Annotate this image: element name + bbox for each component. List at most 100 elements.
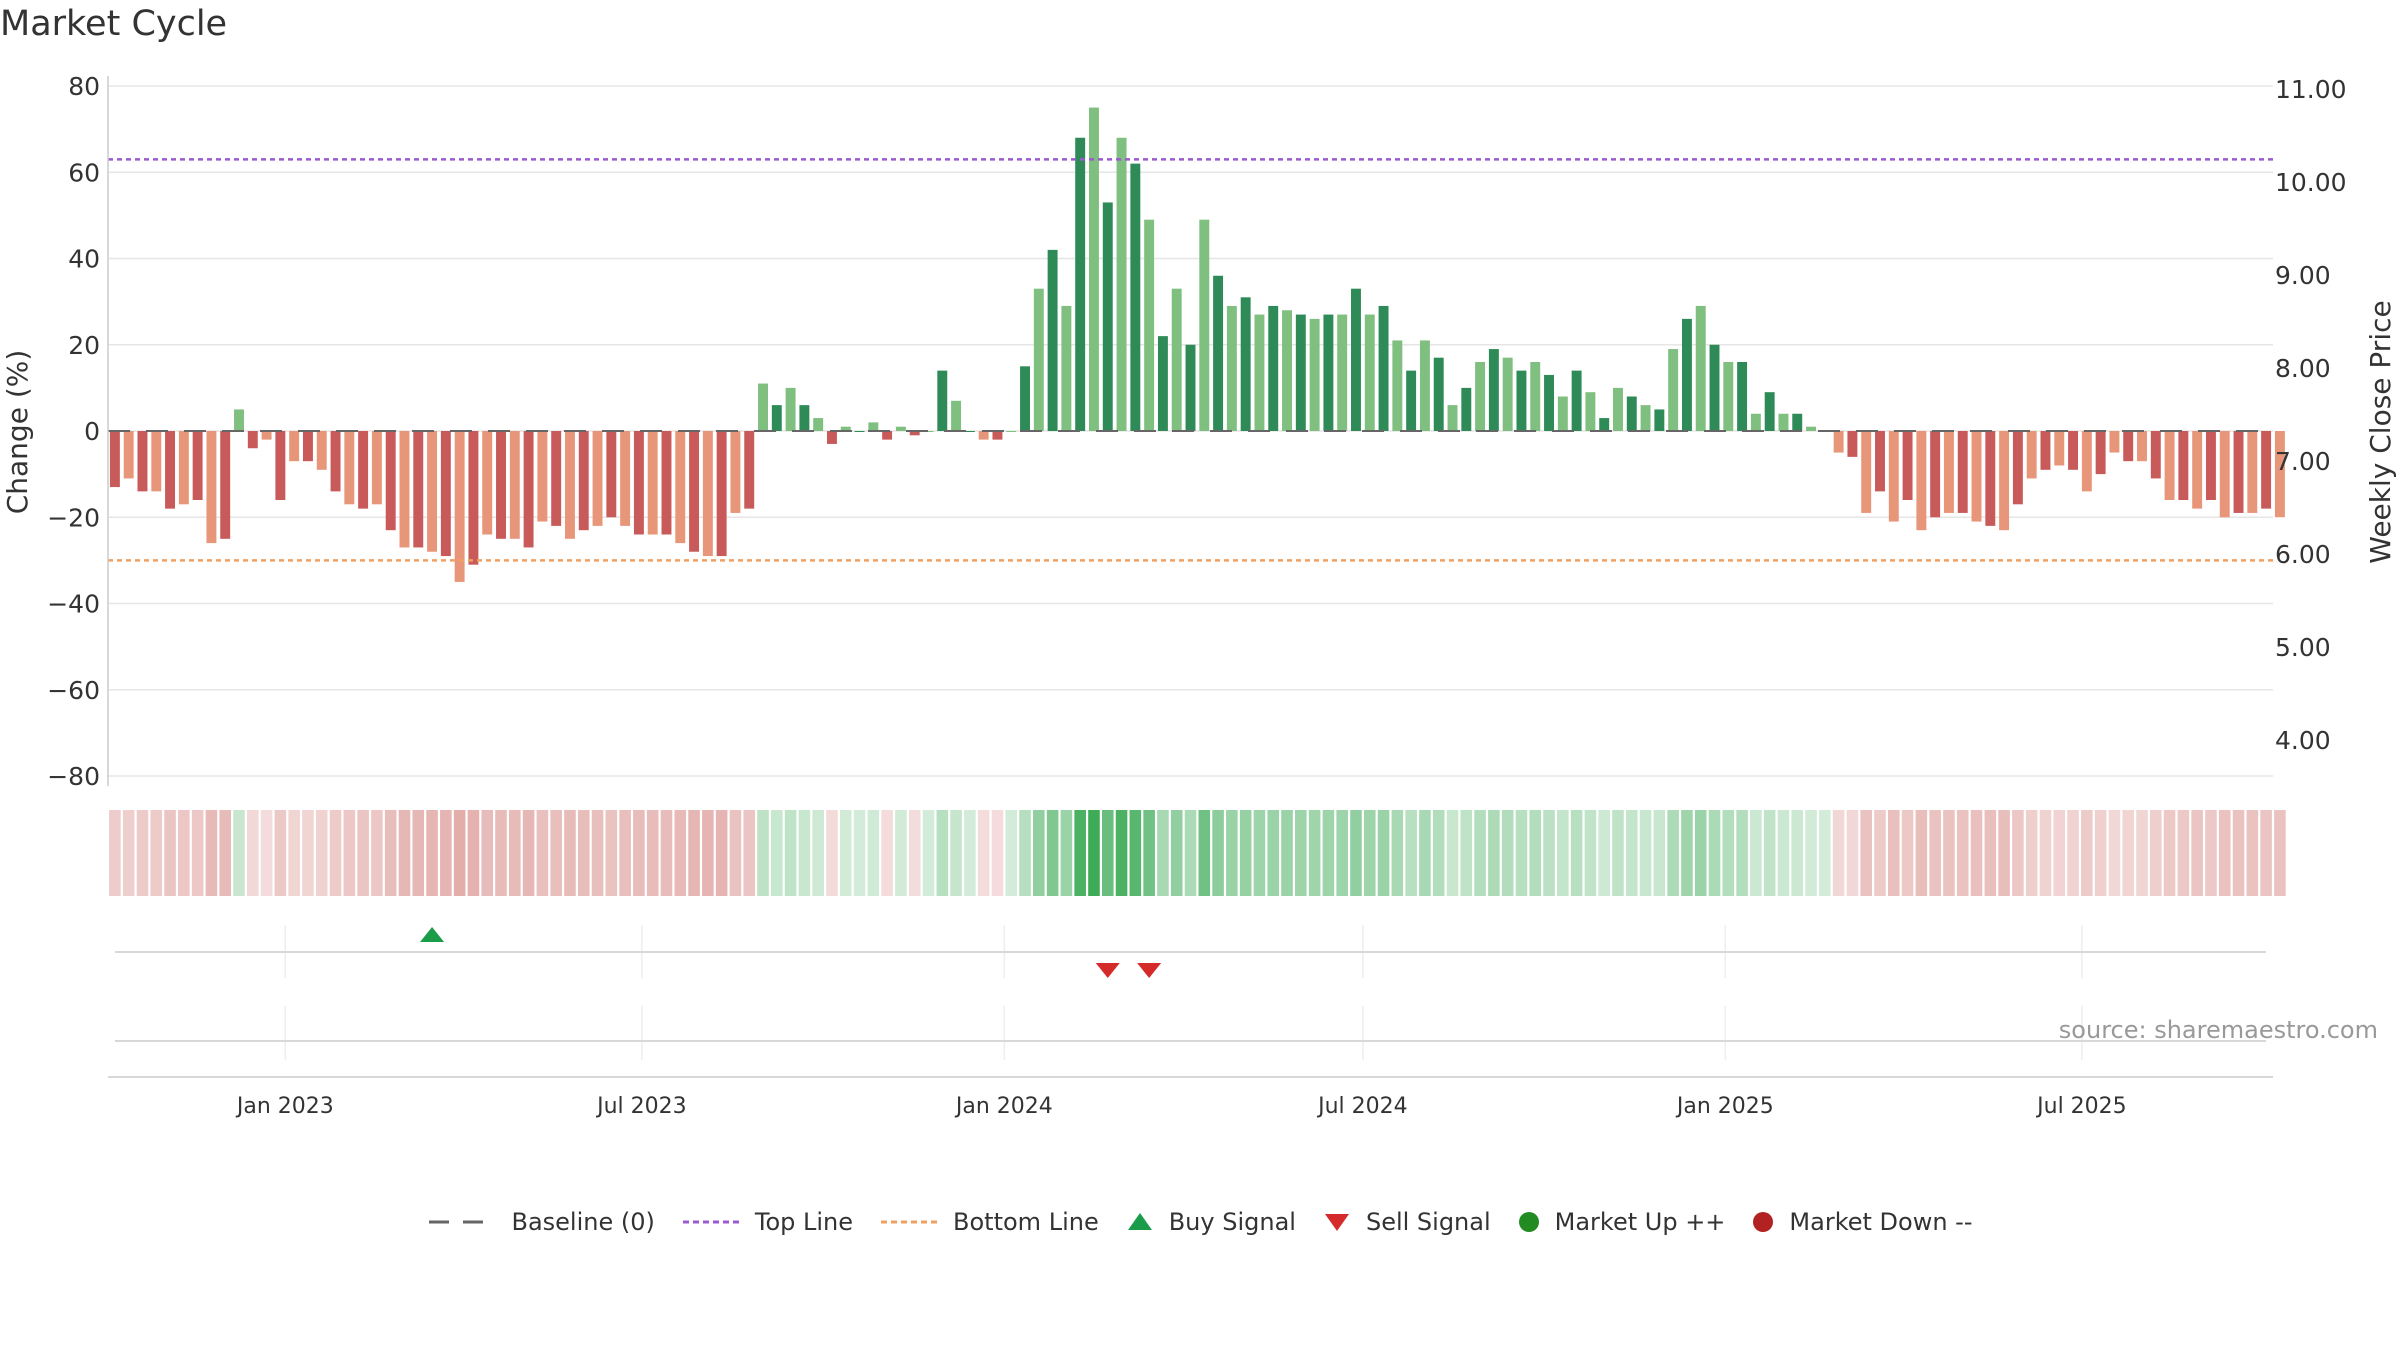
heat-cell (1929, 810, 1941, 896)
legend-item-baseline[interactable]: Baseline (0) (427, 1208, 655, 1236)
heat-cell (122, 810, 135, 896)
bar (689, 431, 700, 552)
bar (2247, 431, 2258, 513)
bar (1351, 288, 1361, 431)
bar (2123, 431, 2134, 462)
bar (730, 431, 741, 513)
bar (758, 383, 768, 431)
bar (1075, 137, 1086, 431)
heat-cell (164, 810, 176, 896)
bar (1116, 137, 1127, 431)
bar (1806, 426, 1817, 431)
heat-cell (908, 810, 921, 896)
bar (1681, 318, 1692, 431)
bar (399, 431, 410, 548)
heat-cell (591, 810, 604, 896)
legend-item-top-line[interactable]: Top Line (681, 1208, 853, 1236)
bar (1130, 163, 1141, 431)
x-tick-label: Jul 2025 (2035, 1094, 2127, 1119)
heat-cell (1405, 810, 1417, 896)
heat-cell (1750, 810, 1762, 896)
bar (1654, 409, 1665, 431)
heat-cell (1639, 810, 1652, 896)
heat-cell (660, 810, 673, 896)
bar (551, 431, 562, 526)
bar (137, 431, 148, 492)
bar (1544, 374, 1554, 431)
bar (2150, 431, 2161, 479)
heat-cell (867, 810, 880, 896)
heat-cell (509, 810, 521, 896)
bar (1199, 219, 1210, 431)
heat-cell (1791, 810, 1804, 896)
heat-cell (1681, 810, 1693, 896)
bar (799, 405, 810, 431)
heat-cell (453, 810, 466, 896)
heat-cell (495, 810, 507, 896)
heat-cell (288, 810, 300, 896)
heat-cell (260, 810, 273, 896)
bar (385, 431, 396, 531)
heat-cell (1363, 810, 1376, 896)
heat-cell (1074, 810, 1086, 896)
bar (1930, 431, 1941, 518)
heat-cell (950, 810, 962, 896)
bar (1875, 431, 1885, 492)
legend-label: Market Up ++ (1554, 1208, 1726, 1236)
heat-cell (564, 810, 576, 896)
y-tick-label: 20 (68, 331, 100, 360)
legend-item-sell-signal[interactable]: Sell Signal (1322, 1208, 1491, 1236)
heat-cell (2081, 810, 2093, 896)
legend-item-market-down[interactable]: Market Down -- (1751, 1208, 1973, 1236)
bar (1599, 418, 1610, 431)
bar (220, 431, 231, 539)
heat-cell (1529, 810, 1542, 896)
bar (1020, 366, 1030, 431)
bar (937, 370, 948, 431)
heat-cell (412, 810, 425, 896)
heat-cell (839, 810, 852, 896)
heat-cell (2163, 810, 2176, 896)
bar (1861, 431, 1872, 513)
legend-item-market-up[interactable]: Market Up ++ (1517, 1208, 1726, 1236)
bar (744, 431, 755, 509)
legend-label: Top Line (754, 1208, 854, 1236)
heat-cell (577, 810, 590, 896)
legend-item-buy-signal[interactable]: Buy Signal (1125, 1208, 1296, 1236)
bar (716, 431, 727, 557)
y2-tick-label: 6.00 (2275, 540, 2331, 569)
bar (1833, 431, 1844, 453)
y2-tick-label: 7.00 (2275, 447, 2331, 476)
bar (1433, 357, 1444, 431)
heat-cell (1460, 810, 1473, 896)
heat-cell (481, 810, 494, 896)
legend-label: Market Down -- (1789, 1208, 1973, 1236)
x-tick-label: Jul 2024 (1316, 1094, 1408, 1119)
heat-cell (1956, 810, 1969, 896)
legend-item-bottom-line[interactable]: Bottom Line (879, 1208, 1099, 1236)
bar (1378, 305, 1389, 431)
bar (1089, 107, 1099, 431)
bar (909, 431, 920, 436)
heat-cell (1653, 810, 1666, 896)
heat-cell (1722, 810, 1735, 896)
bar (330, 431, 341, 492)
heat-cell (1212, 810, 1224, 896)
heat-cell (646, 810, 659, 896)
sell-signal-marker (1095, 963, 1120, 978)
heat-cell (743, 810, 756, 896)
bar (275, 431, 286, 500)
bar (1557, 396, 1568, 431)
grid-layer (108, 85, 2273, 1060)
bar (302, 431, 313, 462)
y-tick-label: 0 (84, 417, 100, 446)
heat-cell (1832, 810, 1845, 896)
bar (2192, 431, 2203, 509)
heat-cell (1088, 810, 1100, 896)
heat-cell (895, 810, 907, 896)
bar (289, 431, 300, 462)
heat-cell (1267, 810, 1280, 896)
bar (2054, 431, 2065, 466)
heat-cell (1598, 810, 1610, 896)
x-tick-label: Jan 2023 (235, 1094, 334, 1119)
